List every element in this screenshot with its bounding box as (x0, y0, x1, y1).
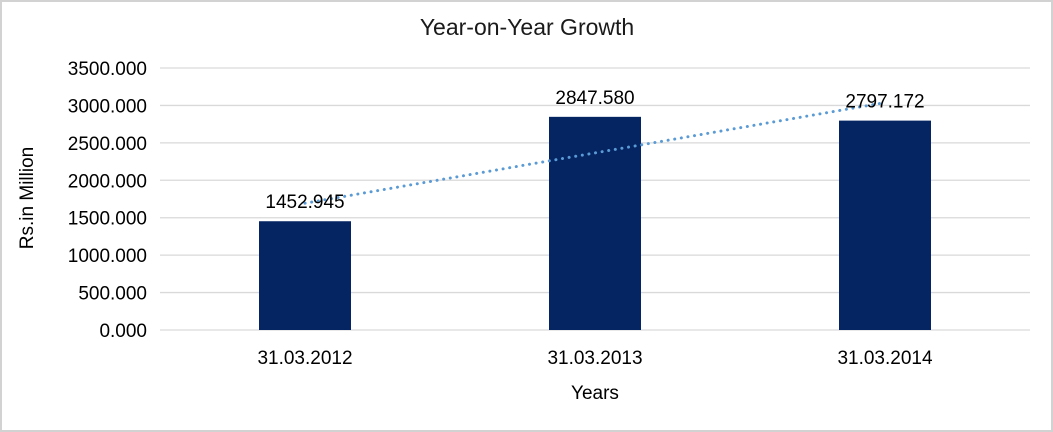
data-labels-group: 1452.945 2847.580 2797.172 (265, 88, 924, 213)
y-tick-label: 3000.000 (68, 96, 147, 117)
x-category-label: 31.03.2014 (837, 348, 933, 369)
y-axis-title: Rs.in Million (17, 147, 38, 249)
trendline (303, 101, 887, 205)
y-tick-label: 2000.000 (68, 171, 147, 192)
y-tick-label: 0.000 (99, 321, 147, 342)
x-category-label: 31.03.2012 (257, 348, 352, 369)
y-tick-label: 3500.000 (68, 59, 147, 80)
trendline-group (303, 101, 887, 205)
y-tick-label: 1000.000 (68, 246, 147, 267)
y-tick-label: 500.000 (78, 284, 147, 305)
x-axis-title: Years (571, 383, 619, 404)
y-tick-label: 2500.000 (68, 134, 147, 155)
bar (839, 120, 931, 330)
x-category-labels-group: 31.03.2012 31.03.2013 31.03.2014 (257, 348, 933, 369)
bar-data-label: 2797.172 (845, 92, 924, 113)
x-category-label: 31.03.2013 (547, 348, 642, 369)
bar-data-label: 1452.945 (265, 192, 344, 213)
y-tick-labels-group: 0.000 500.000 1000.000 1500.000 2000.000 2500… (68, 59, 147, 342)
y-tick-label: 1500.000 (68, 209, 147, 230)
bar-data-label: 2847.580 (555, 88, 634, 109)
bar (259, 221, 351, 330)
bars-group (259, 116, 931, 331)
bar (549, 116, 641, 331)
chart-title: Year-on-Year Growth (420, 14, 634, 40)
